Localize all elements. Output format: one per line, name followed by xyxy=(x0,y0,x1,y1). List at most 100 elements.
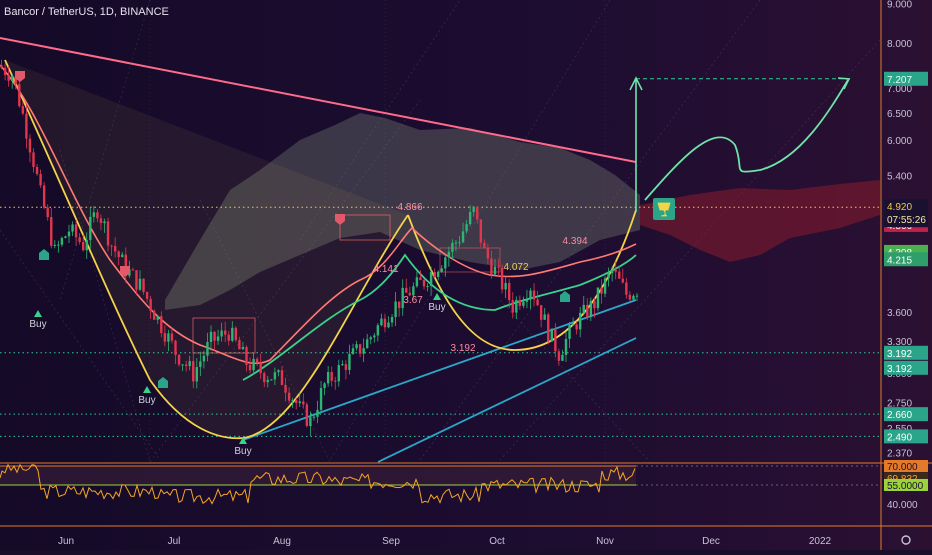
candle-body xyxy=(632,295,635,300)
candle-body xyxy=(245,347,248,365)
osc-badge xyxy=(884,479,928,491)
candle-body xyxy=(380,318,383,326)
candle-body xyxy=(302,401,305,405)
pattern-box-2 xyxy=(339,214,391,241)
last-price-label: 4.920 xyxy=(887,202,912,213)
candle-body xyxy=(67,231,71,237)
projection-arrow-head xyxy=(629,76,643,91)
candle-body xyxy=(490,258,493,275)
candle-body xyxy=(287,392,291,401)
candle-body xyxy=(497,266,500,268)
candle-body xyxy=(532,290,536,300)
candle-body xyxy=(46,207,49,218)
candle-body xyxy=(273,372,277,380)
gear-icon[interactable] xyxy=(901,535,911,545)
candle-body xyxy=(103,221,106,224)
candle-body xyxy=(426,285,429,287)
candle-body xyxy=(387,322,390,328)
candle-body xyxy=(348,353,351,370)
candle-body xyxy=(405,287,408,293)
candle-body xyxy=(21,106,25,114)
candle-body xyxy=(39,174,42,186)
cup-curve-left xyxy=(4,59,409,440)
candle-body xyxy=(341,364,344,366)
candle-body xyxy=(561,354,564,361)
candle-body xyxy=(557,351,561,361)
candle-body xyxy=(216,336,220,341)
grid-diagonal-5 xyxy=(59,149,151,463)
candle-body xyxy=(291,400,294,402)
candle-body xyxy=(589,300,593,318)
candle-body xyxy=(177,354,181,365)
candle-body xyxy=(323,383,326,389)
candle-body xyxy=(465,224,468,232)
time-tick-label: Jul xyxy=(168,536,181,547)
candle-body xyxy=(0,65,3,68)
candle-body xyxy=(575,324,578,330)
buy-arrow-icon xyxy=(239,437,247,444)
time-tick-label: 2022 xyxy=(809,536,832,547)
osc-tick-label: 70.000 xyxy=(887,462,918,473)
candle-body xyxy=(376,325,380,336)
candle-body xyxy=(170,333,174,341)
pattern-box-1 xyxy=(192,317,256,354)
candle-body xyxy=(82,241,85,251)
osc-badge xyxy=(884,460,928,472)
candle-body xyxy=(149,298,152,311)
candle-body xyxy=(433,272,436,277)
candle-body xyxy=(163,333,167,342)
oscillator-line xyxy=(0,463,636,505)
candle-body xyxy=(121,254,124,258)
candle-body xyxy=(568,324,571,339)
candle-body xyxy=(117,251,120,258)
candle-body xyxy=(298,401,301,404)
sell-signal-icon xyxy=(15,71,25,82)
grid-diagonal-6 xyxy=(199,199,331,463)
candle-body xyxy=(358,344,362,354)
candle-body xyxy=(174,340,177,355)
candle-body xyxy=(295,400,298,404)
candle-body xyxy=(3,67,7,76)
candle-body xyxy=(259,362,262,374)
candle-body xyxy=(493,266,497,275)
price-badge xyxy=(884,71,928,86)
buy-label: Buy xyxy=(29,319,46,330)
candle-body xyxy=(412,286,415,296)
time-tick-label: Jun xyxy=(58,536,74,547)
candle-body xyxy=(238,340,241,350)
channel-lower-line xyxy=(377,337,637,463)
candle-body xyxy=(78,237,81,242)
candle-body xyxy=(270,379,273,381)
candle-body xyxy=(11,76,14,81)
candle-body xyxy=(440,268,443,272)
price-tick-label: 8.000 xyxy=(887,39,912,50)
candle-body xyxy=(397,301,401,309)
candle-body xyxy=(309,417,312,427)
candle-body xyxy=(96,212,99,219)
time-tick-label: Oct xyxy=(489,536,505,547)
price-annotation: 4.141 xyxy=(373,264,398,275)
candle-body xyxy=(383,318,387,328)
candle-body xyxy=(586,304,589,318)
sell-signal-icon xyxy=(120,266,130,277)
candle-body xyxy=(529,290,532,300)
grid-diagonal-8 xyxy=(299,0,461,241)
candle-body xyxy=(429,272,433,286)
candle-body xyxy=(582,304,585,313)
moving-average-red xyxy=(0,64,637,365)
candle-body xyxy=(188,361,191,367)
ichimoku-cloud-green xyxy=(165,113,640,310)
grid-diagonal-3 xyxy=(499,39,881,461)
osc-tick-label: 40.000 xyxy=(887,500,918,511)
candle-body xyxy=(142,278,145,293)
candle-body xyxy=(50,217,53,246)
candle-body xyxy=(192,361,195,382)
candle-body xyxy=(419,277,422,281)
candle-body xyxy=(614,269,617,272)
candle-body xyxy=(124,254,127,276)
candle-body xyxy=(515,299,518,313)
candle-body xyxy=(316,409,319,417)
channel-upper-line xyxy=(242,299,637,441)
candle-body xyxy=(596,287,600,309)
